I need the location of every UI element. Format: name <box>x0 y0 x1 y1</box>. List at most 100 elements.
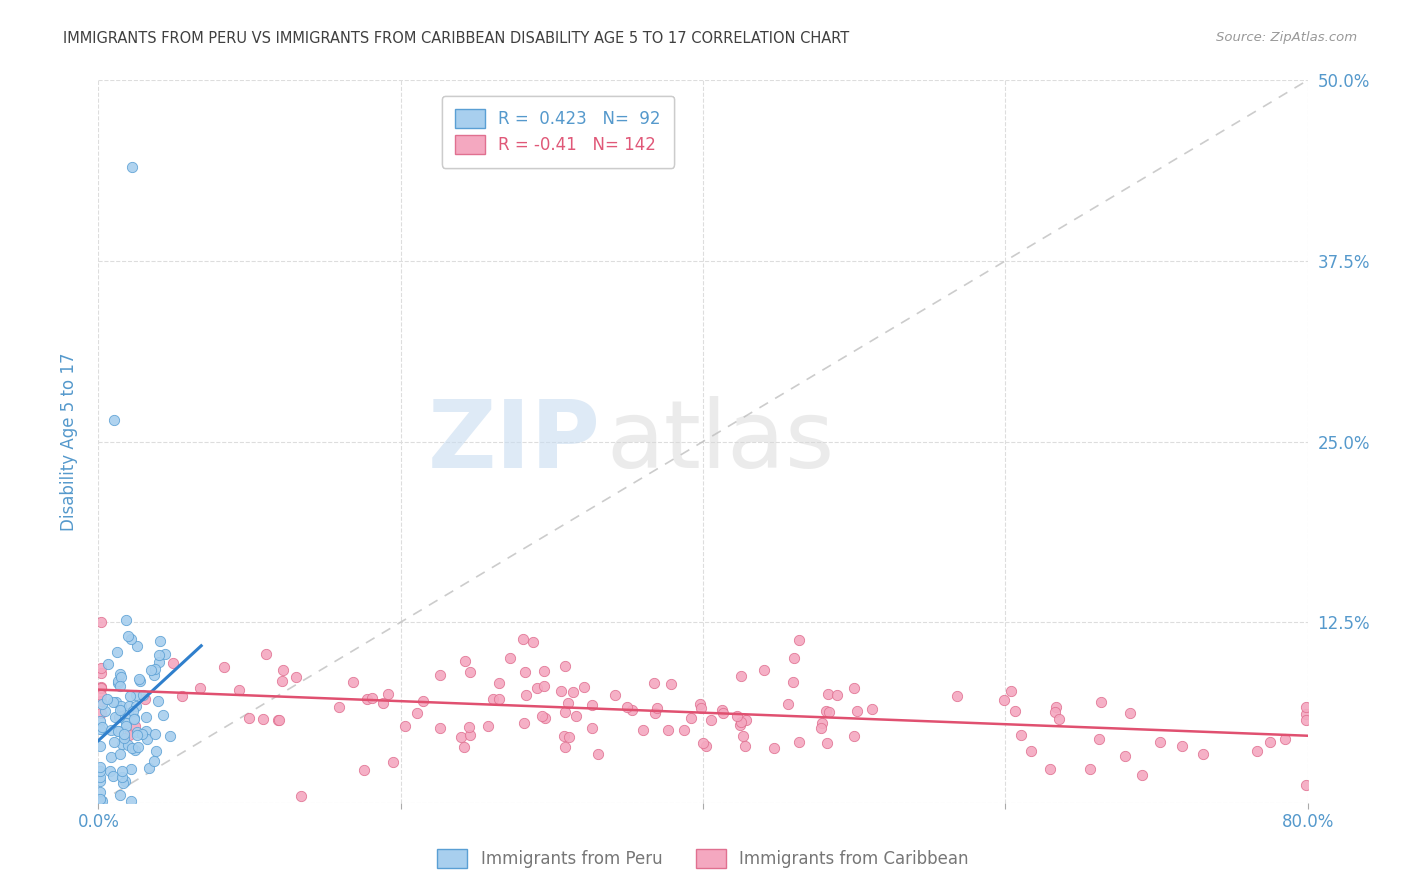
Point <box>734 739 756 754</box>
Point <box>814 704 837 718</box>
Point <box>107 723 129 738</box>
Point <box>252 712 274 726</box>
Point <box>228 683 250 698</box>
Point <box>125 698 148 713</box>
Point <box>1130 768 1153 782</box>
Point <box>356 691 378 706</box>
Point <box>148 648 170 662</box>
Point <box>1171 739 1194 753</box>
Point <box>90 706 112 720</box>
Point <box>100 723 122 737</box>
Point <box>139 663 162 677</box>
Point <box>132 689 155 703</box>
Point <box>121 741 143 756</box>
Point <box>328 699 350 714</box>
Point <box>817 687 839 701</box>
Point <box>1295 706 1317 721</box>
Point <box>91 794 114 808</box>
Point <box>429 721 451 735</box>
Point <box>860 702 883 716</box>
Point <box>114 613 136 627</box>
Point <box>159 730 181 744</box>
Point <box>138 761 160 775</box>
Point <box>681 711 703 725</box>
Point <box>89 714 111 728</box>
Point <box>89 759 111 773</box>
Point <box>212 660 235 674</box>
Point <box>90 665 112 680</box>
Point <box>810 721 832 735</box>
Point <box>811 715 834 730</box>
Point <box>659 677 682 691</box>
Point <box>127 739 149 754</box>
Y-axis label: Disability Age 5 to 17: Disability Age 5 to 17 <box>59 352 77 531</box>
Point <box>135 710 157 724</box>
Point <box>394 719 416 733</box>
Point <box>101 695 124 709</box>
Point <box>782 674 804 689</box>
Point <box>108 710 131 724</box>
Point <box>733 729 755 743</box>
Point <box>124 743 146 757</box>
Point <box>450 730 472 744</box>
Point <box>406 706 429 720</box>
Point <box>125 639 148 653</box>
Point <box>564 709 586 723</box>
Point <box>122 712 145 726</box>
Point <box>1087 732 1109 747</box>
Point <box>89 794 111 808</box>
Point <box>789 633 811 648</box>
Point <box>477 719 499 733</box>
Point <box>127 725 149 739</box>
Point <box>110 788 132 802</box>
Point <box>111 764 134 778</box>
Point <box>114 773 136 788</box>
Point <box>581 722 603 736</box>
Point <box>142 754 165 768</box>
Point <box>134 692 156 706</box>
Point <box>103 769 125 783</box>
Point <box>581 698 603 712</box>
Point <box>103 413 125 427</box>
Point <box>586 747 609 761</box>
Point <box>111 703 134 717</box>
Point <box>121 160 143 174</box>
Point <box>1149 735 1171 749</box>
Point <box>353 763 375 777</box>
Point <box>110 699 132 714</box>
Point <box>1010 728 1032 742</box>
Point <box>90 681 112 695</box>
Point <box>122 704 145 718</box>
Point <box>482 691 505 706</box>
Point <box>672 723 695 737</box>
Point <box>89 770 111 784</box>
Point <box>112 776 135 790</box>
Point <box>155 647 177 661</box>
Point <box>131 726 153 740</box>
Point <box>128 672 150 686</box>
Point <box>522 634 544 648</box>
Point <box>267 713 290 727</box>
Point <box>94 704 117 718</box>
Legend: Immigrants from Peru, Immigrants from Caribbean: Immigrants from Peru, Immigrants from Ca… <box>430 842 976 875</box>
Point <box>700 713 723 727</box>
Point <box>89 794 111 808</box>
Point <box>842 681 865 695</box>
Point <box>1274 732 1296 747</box>
Point <box>1047 712 1070 726</box>
Text: ZIP: ZIP <box>427 395 600 488</box>
Point <box>143 727 166 741</box>
Point <box>89 785 111 799</box>
Point <box>605 688 627 702</box>
Point <box>96 692 118 706</box>
Point <box>1090 695 1112 709</box>
Point <box>776 697 799 711</box>
Point <box>120 794 142 808</box>
Point <box>284 670 307 684</box>
Point <box>458 720 481 734</box>
Point <box>122 711 145 725</box>
Point <box>267 713 290 727</box>
Point <box>730 669 752 683</box>
Point <box>689 697 711 711</box>
Point <box>842 729 865 743</box>
